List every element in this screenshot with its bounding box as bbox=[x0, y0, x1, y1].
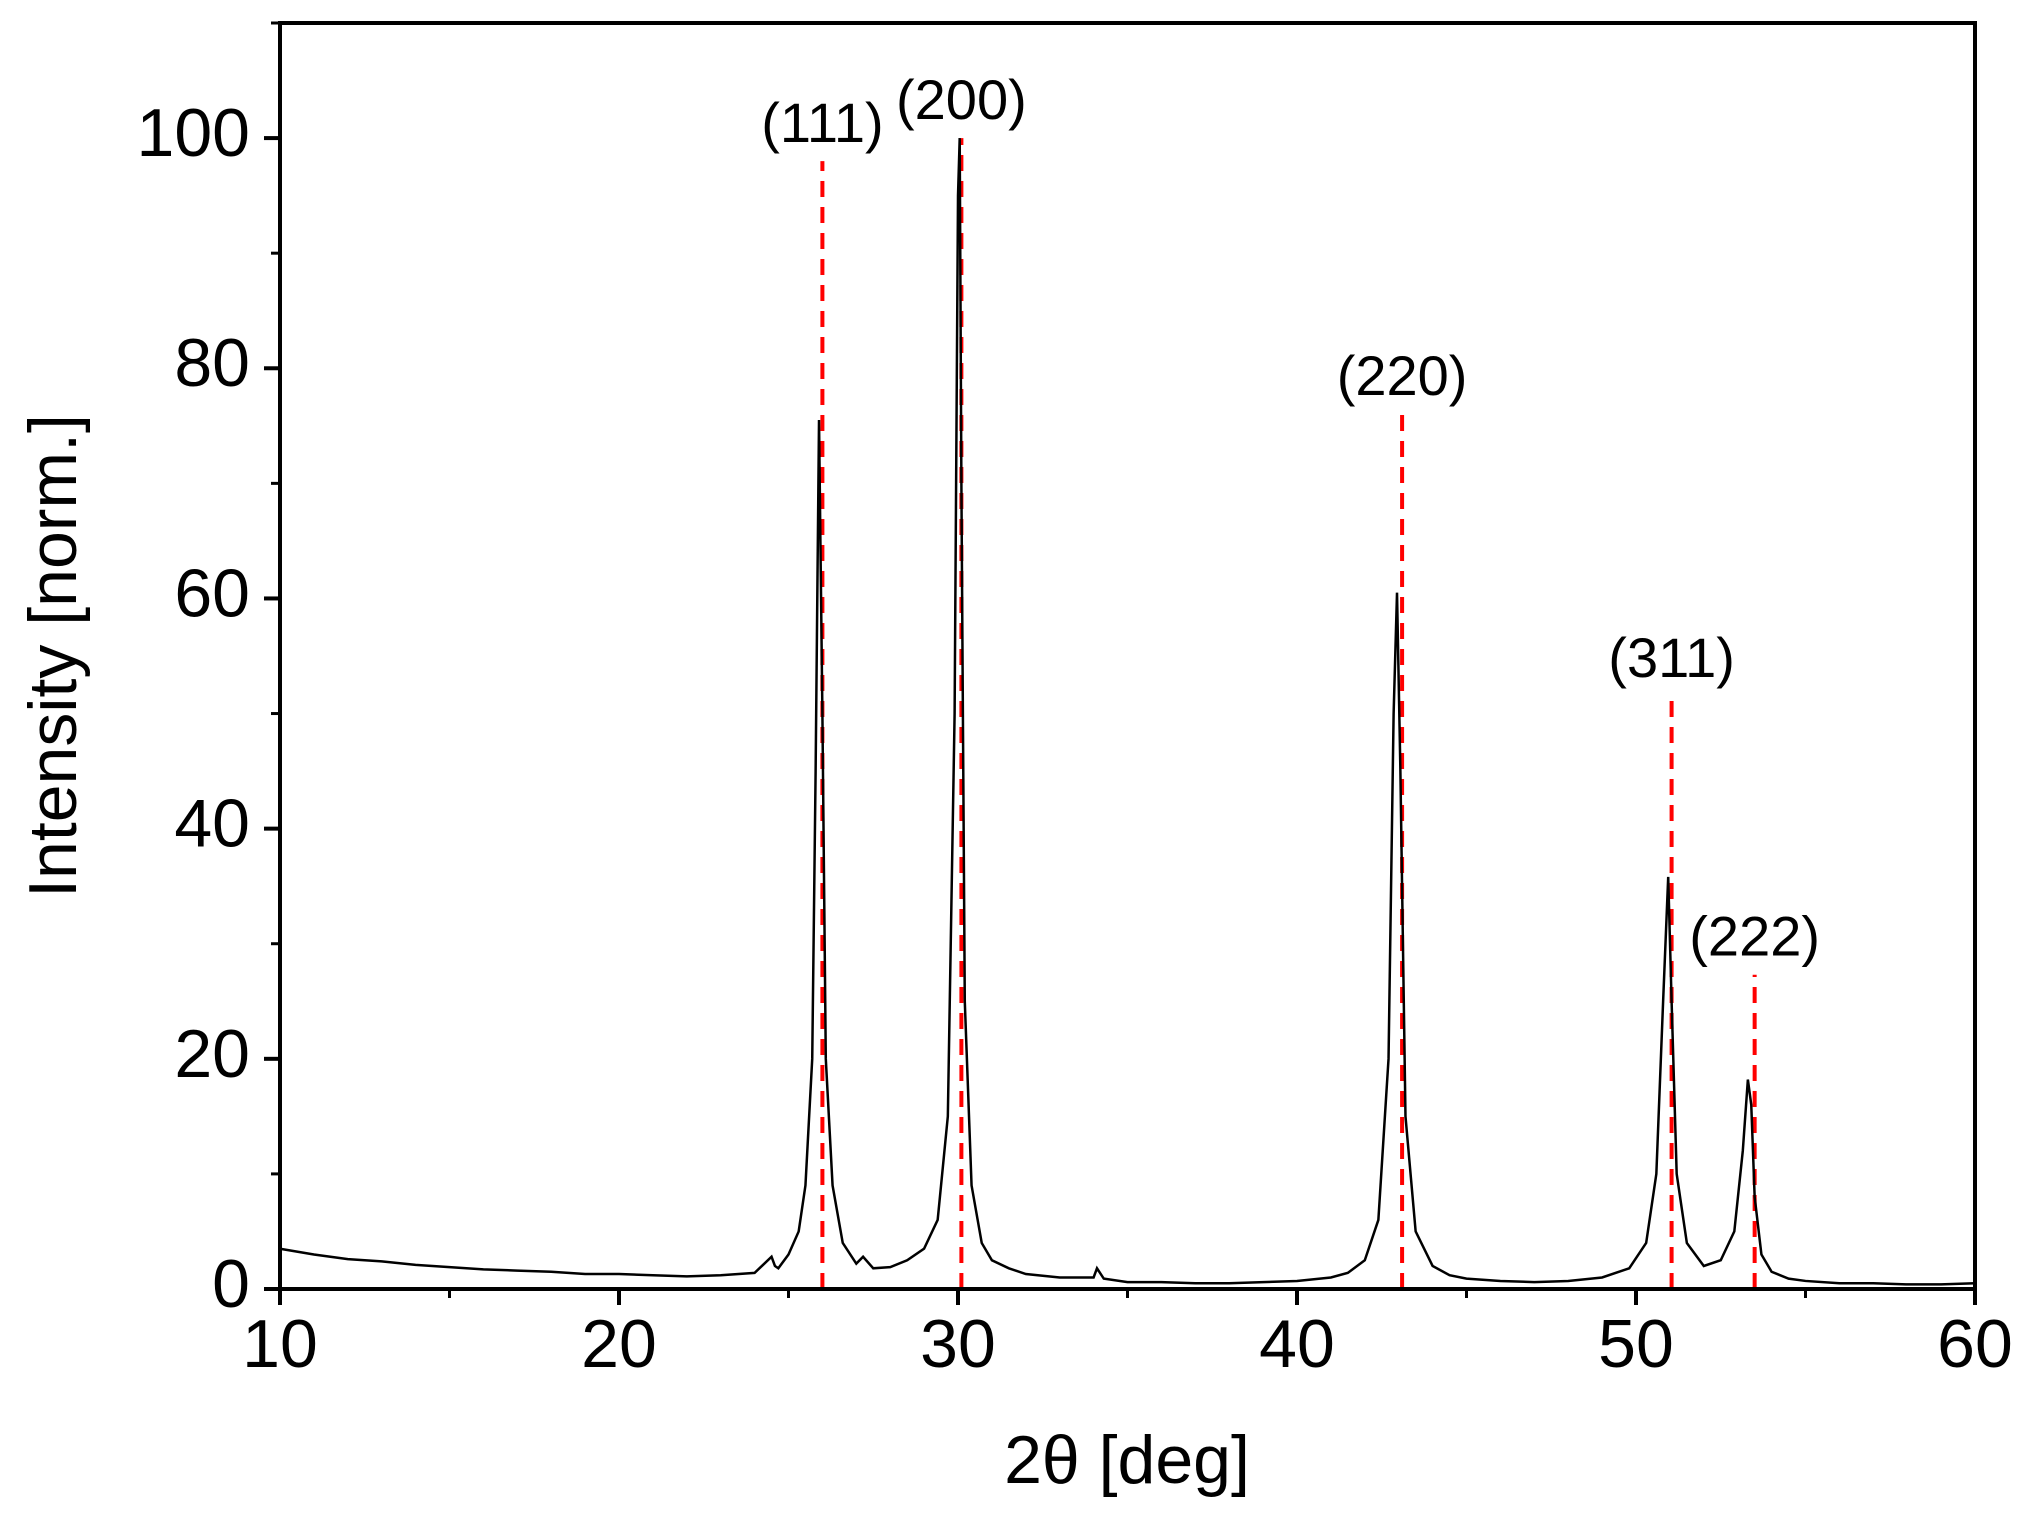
x-tick-label: 60 bbox=[1937, 1306, 2013, 1382]
y-tick-label: 20 bbox=[174, 1016, 250, 1092]
y-tick-label: 40 bbox=[174, 786, 250, 862]
peak-label: (200) bbox=[896, 68, 1027, 131]
peak-label: (311) bbox=[1608, 626, 1735, 689]
data-line bbox=[279, 138, 1976, 1286]
x-tick-label: 50 bbox=[1598, 1306, 1674, 1382]
x-tick-label: 40 bbox=[1259, 1306, 1335, 1382]
peak-label: (111) bbox=[761, 91, 883, 154]
y-tick-label: 60 bbox=[174, 555, 250, 631]
x-tick-label: 20 bbox=[581, 1306, 657, 1382]
x-tick-label: 10 bbox=[242, 1306, 318, 1382]
y-tick-label: 100 bbox=[137, 95, 250, 171]
y-tick-label: 0 bbox=[212, 1246, 250, 1322]
peak-label: (220) bbox=[1337, 344, 1468, 407]
x-tick-label: 30 bbox=[920, 1306, 996, 1382]
y-axis-title: Intensity [norm.] bbox=[15, 414, 91, 898]
peak-label: (222) bbox=[1689, 905, 1820, 968]
x-axis-title: 2θ [deg] bbox=[1004, 1422, 1250, 1498]
y-tick-label: 80 bbox=[174, 325, 250, 401]
